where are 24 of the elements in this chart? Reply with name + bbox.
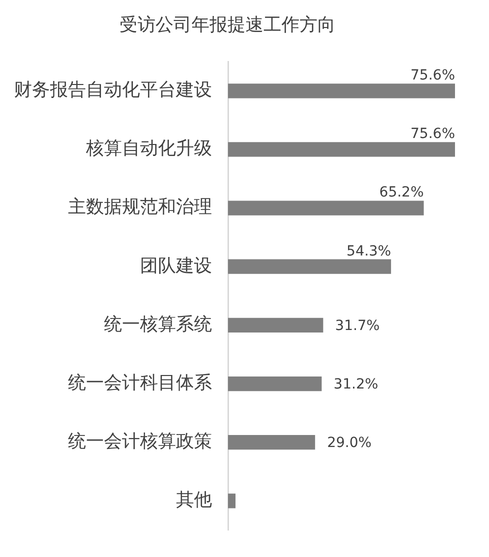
data-label: 75.6% <box>410 126 455 142</box>
bar <box>228 494 236 508</box>
data-label: 54.3% <box>346 243 392 260</box>
bar <box>228 435 316 450</box>
y-tick-label: 核算自动化升级 <box>85 138 212 160</box>
chart-title: 受访公司年报提速工作方向 <box>120 14 336 36</box>
y-tick-label: 统一核算系统 <box>104 314 212 335</box>
y-tick-label: 团队建设 <box>140 255 212 276</box>
data-label: 65.2% <box>379 184 424 201</box>
data-label: 29.0% <box>327 434 372 451</box>
y-tick-label: 财务报告自动化平台建设 <box>14 80 212 101</box>
bar <box>228 200 424 216</box>
bar <box>228 318 324 333</box>
y-tick-label: 统一会计科目体系 <box>68 372 212 394</box>
bar <box>228 84 455 98</box>
bar <box>228 376 322 392</box>
y-tick-label: 其他 <box>176 490 212 511</box>
data-label: 31.2% <box>334 376 378 392</box>
bar <box>228 142 455 157</box>
y-tick-label: 主数据规范和治理 <box>68 196 212 218</box>
data-label: 75.6% <box>410 68 455 84</box>
bar <box>228 259 392 274</box>
y-tick-label: 统一会计核算政策 <box>68 431 212 452</box>
data-label: 31.7% <box>335 318 380 334</box>
